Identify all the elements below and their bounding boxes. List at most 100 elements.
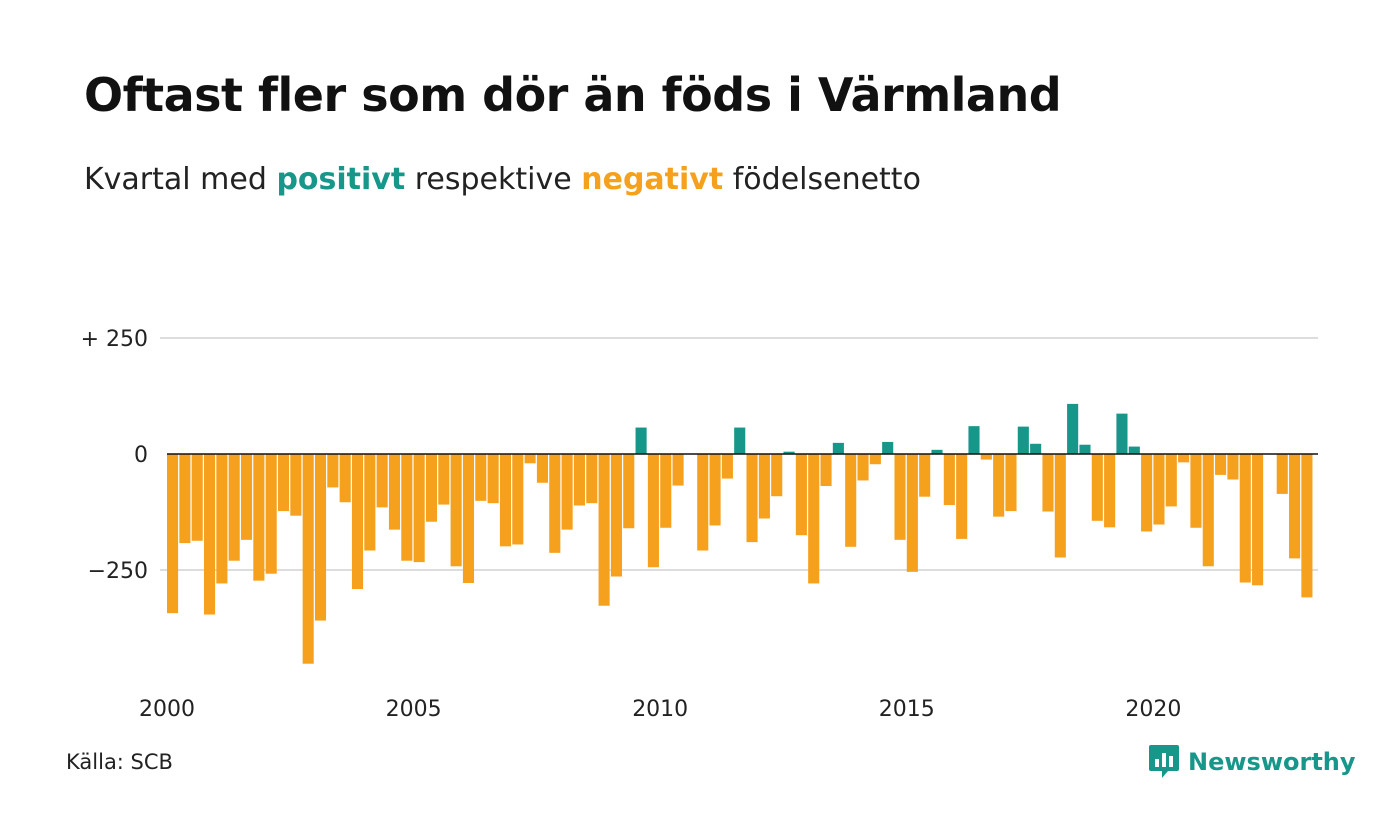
- bar-positive: [1067, 403, 1079, 454]
- bar-negative: [351, 454, 364, 590]
- bar-negative: [438, 454, 450, 505]
- bar-negative: [327, 454, 339, 488]
- logo-text: Newsworthy: [1188, 748, 1356, 776]
- x-tick-label: 2000: [139, 697, 195, 722]
- newsworthy-chat-bar-icon: [1149, 745, 1179, 778]
- bar-negative: [401, 454, 413, 561]
- bar-negative: [1042, 454, 1054, 512]
- bar-positive: [783, 451, 795, 454]
- bar-negative: [536, 454, 548, 483]
- bar-positive: [882, 441, 894, 454]
- bar-negative: [339, 454, 351, 503]
- bar-negative: [1239, 454, 1251, 583]
- bar-negative: [1153, 454, 1165, 525]
- bar-negative: [943, 454, 955, 506]
- bar-negative: [1252, 454, 1264, 586]
- bar-negative: [290, 454, 302, 516]
- bar-negative: [1301, 454, 1313, 598]
- bar-negative: [253, 454, 265, 581]
- bar-negative: [906, 454, 918, 572]
- bar-negative: [203, 454, 216, 615]
- bar-negative: [302, 454, 314, 664]
- x-tick-label: 2005: [386, 697, 442, 722]
- bar-negative: [475, 454, 487, 501]
- bar-negative: [265, 454, 277, 574]
- bar-negative: [1005, 454, 1017, 512]
- bar-negative: [808, 454, 820, 584]
- bar-negative: [1165, 454, 1177, 507]
- bar-negative: [388, 454, 401, 530]
- bar-negative: [561, 454, 573, 530]
- bar-negative: [980, 454, 992, 460]
- bar-negative: [228, 454, 240, 561]
- bar-positive: [635, 427, 647, 454]
- bar-negative: [1202, 454, 1214, 567]
- bar-positive: [1079, 444, 1091, 454]
- bar-positive: [931, 449, 943, 454]
- bar-negative: [1289, 454, 1301, 559]
- y-tick-label: + 250: [81, 327, 148, 352]
- bar-negative: [672, 454, 684, 486]
- bar-negative: [425, 454, 438, 522]
- chart-title: Oftast fler som dör än föds i Värmland: [84, 68, 1062, 122]
- subtitle-negative-word: negativt: [581, 162, 724, 197]
- y-tick-label: −250: [88, 559, 148, 584]
- bar-negative: [586, 454, 598, 504]
- subtitle-text-after: födelsenetto: [732, 162, 921, 197]
- bar-negative: [499, 454, 512, 547]
- bar-negative: [413, 454, 425, 563]
- bar-negative: [919, 454, 931, 497]
- bar-positive: [968, 426, 980, 454]
- bar-negative: [216, 454, 228, 584]
- bar-negative: [450, 454, 462, 567]
- bar-negative: [795, 454, 807, 536]
- bar-negative: [1215, 454, 1227, 475]
- bar-negative: [376, 454, 388, 508]
- bar-negative: [647, 454, 659, 568]
- subtitle-positive-word: positivt: [276, 162, 406, 197]
- x-tick-label: 2020: [1125, 697, 1181, 722]
- bar-negative: [610, 454, 622, 577]
- bar-negative: [314, 454, 327, 621]
- bar-negative: [894, 454, 906, 540]
- bar-negative: [697, 454, 709, 551]
- bar-negative: [845, 454, 857, 547]
- x-tick-label: 2015: [879, 697, 935, 722]
- subtitle-text-middle: respektive: [414, 162, 572, 197]
- bar-negative: [758, 454, 770, 519]
- bar-negative: [364, 454, 376, 551]
- chart-subtitle: Kvartal med positivt respektive negativt…: [84, 162, 921, 197]
- bar-negative: [623, 454, 635, 529]
- source-note: Källa: SCB: [66, 750, 173, 774]
- bar-negative: [549, 454, 561, 553]
- bar-negative: [709, 454, 721, 526]
- bar-negative: [1141, 454, 1153, 532]
- bar-negative: [598, 454, 610, 606]
- bar-negative: [1091, 454, 1103, 521]
- bar-negative: [869, 454, 881, 465]
- bar-positive: [734, 427, 746, 454]
- bar-chart: + 250 0 −250 2000 2005 2010 2015 2020: [81, 327, 1318, 722]
- newsworthy-logo: Newsworthy: [1148, 744, 1356, 780]
- bar-positive: [1116, 413, 1128, 454]
- bar-positive: [832, 442, 844, 454]
- bar-negative: [820, 454, 832, 487]
- bar-negative: [993, 454, 1005, 517]
- bar-positive: [1030, 443, 1042, 454]
- bar-negative: [167, 454, 179, 614]
- bar-negative: [1054, 454, 1066, 558]
- bar-negative: [487, 454, 499, 504]
- bar-positive: [1128, 446, 1140, 454]
- bar-negative: [1276, 454, 1288, 494]
- bar-negative: [721, 454, 733, 479]
- bar-negative: [956, 454, 968, 539]
- bar-negative: [1178, 454, 1190, 463]
- bar-negative: [573, 454, 585, 506]
- x-tick-label: 2010: [632, 697, 688, 722]
- subtitle-text-before: Kvartal med: [84, 162, 267, 197]
- bar-positive: [1017, 426, 1029, 454]
- bar-negative: [512, 454, 524, 545]
- bar-negative: [179, 454, 191, 544]
- bar-negative: [462, 454, 475, 583]
- bar-negative: [1227, 454, 1239, 480]
